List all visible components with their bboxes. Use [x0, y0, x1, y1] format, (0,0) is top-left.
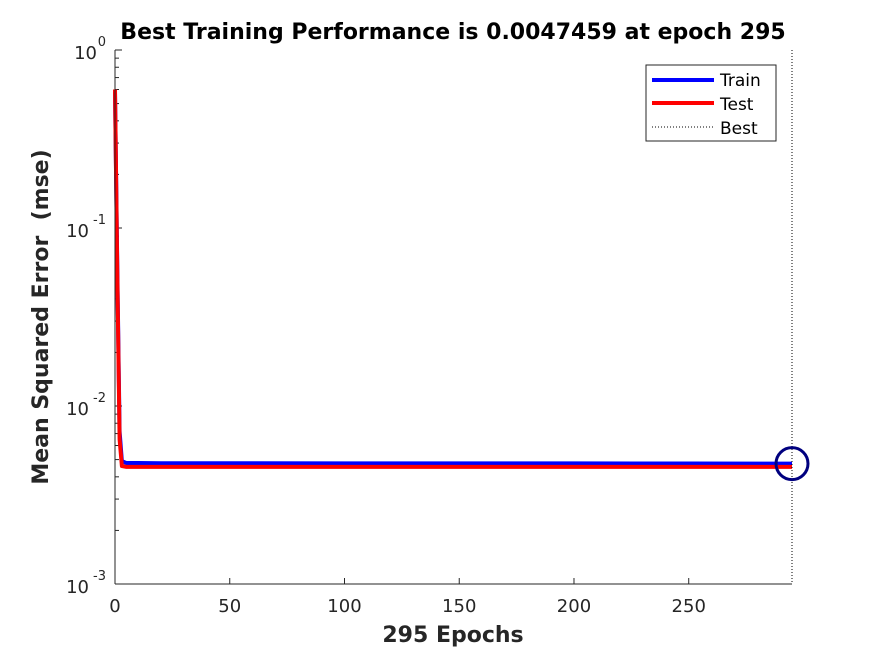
y-tick-label: -2 10 — [66, 391, 106, 420]
x-tick-label: 0 — [109, 596, 120, 617]
y-tick-exponent: -2 — [93, 391, 106, 406]
x-tick-label: 250 — [672, 596, 706, 617]
y-tick-base: 10 — [74, 43, 97, 64]
y-tick-exponent: 0 — [98, 35, 106, 50]
legend-label-best: Best — [720, 119, 758, 139]
y-tick-exponent: -1 — [93, 213, 106, 228]
y-tick-label: -3 10 — [66, 569, 106, 598]
data-series — [113, 89, 793, 469]
legend: Train Test Best — [645, 64, 777, 142]
best-indicator — [774, 50, 810, 584]
x-tick-label: 50 — [218, 596, 241, 617]
y-tick-label: -1 10 — [66, 213, 106, 242]
x-tick-label: 150 — [442, 596, 476, 617]
y-tick-exponent: -3 — [93, 569, 106, 584]
y-tick-label: 010 — [74, 35, 106, 64]
x-tick-label: 200 — [557, 596, 591, 617]
legend-label-train: Train — [719, 71, 761, 91]
x-axis-label: 295 Epochs — [382, 623, 523, 648]
x-tick-label: 100 — [327, 596, 361, 617]
y-tick-base: 10 — [66, 399, 89, 420]
series-line-test — [113, 89, 792, 469]
y-axis-label: Mean Squared Error (mse) — [29, 149, 54, 484]
legend-label-test: Test — [719, 95, 754, 115]
y-tick-base: 10 — [66, 221, 89, 242]
best-point-marker — [774, 446, 810, 482]
y-tick-base: 10 — [66, 577, 89, 598]
chart-title: Best Training Performance is 0.0047459 a… — [120, 20, 785, 45]
